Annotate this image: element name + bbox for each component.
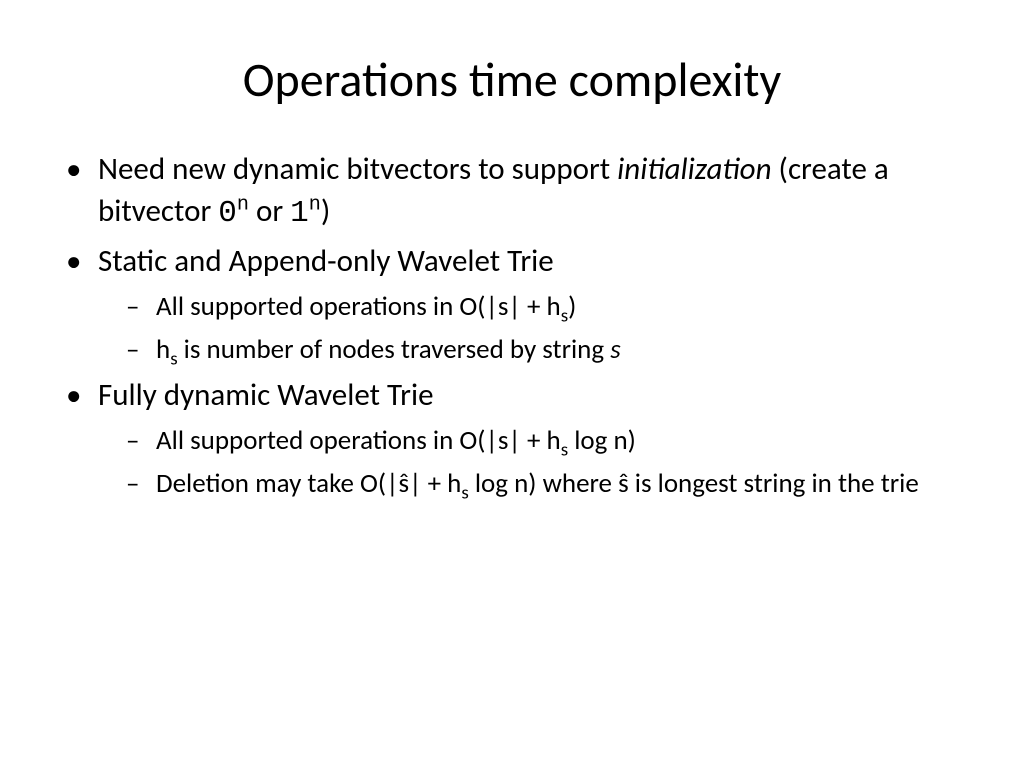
- slide-title: Operations time complexity: [60, 50, 964, 109]
- text-italic: initialization: [617, 150, 771, 188]
- text: Deletion may take O(|ŝ| + h: [156, 467, 461, 500]
- slide: Operations time complexity Need new dyna…: [0, 0, 1024, 768]
- sub-bullet-list: All supported operations in O(|s| + hs l…: [126, 421, 964, 503]
- superscript-n: n: [309, 194, 321, 217]
- text: or: [249, 192, 290, 230]
- subscript-s: s: [170, 347, 177, 370]
- sub-bullet-item: hs is number of nodes traversed by strin…: [126, 330, 964, 369]
- bullet-item-2: Static and Append-only Wavelet Trie All …: [60, 241, 964, 369]
- text: Need new dynamic bitvectors to support: [98, 150, 617, 188]
- text: All supported operations in O(|s| + h: [156, 424, 561, 457]
- superscript-n: n: [237, 194, 249, 217]
- text: log n): [568, 424, 636, 457]
- text: is number of nodes traversed by string: [178, 333, 611, 366]
- subscript-s: s: [561, 304, 568, 327]
- text: Static and Append-only Wavelet Trie: [98, 242, 554, 280]
- bullet-item-3: Fully dynamic Wavelet Trie All supported…: [60, 375, 964, 503]
- subscript-s: s: [461, 481, 468, 504]
- subscript-s: s: [561, 438, 568, 461]
- sub-bullet-item: All supported operations in O(|s| + hs): [126, 287, 964, 326]
- text: ): [321, 192, 330, 230]
- text: h: [156, 333, 170, 366]
- sub-bullet-item: All supported operations in O(|s| + hs l…: [126, 421, 964, 460]
- sub-bullet-item: Deletion may take O(|ŝ| + hs log n) wher…: [126, 464, 964, 503]
- code-one: 1: [290, 196, 309, 231]
- code-zero: 0: [218, 196, 237, 231]
- bullet-item-1: Need new dynamic bitvectors to support i…: [60, 149, 964, 235]
- text-italic: s: [610, 333, 621, 366]
- text: All supported operations in O(|s| + h: [156, 290, 561, 323]
- sub-bullet-list: All supported operations in O(|s| + hs) …: [126, 287, 964, 369]
- text: Fully dynamic Wavelet Trie: [98, 376, 434, 414]
- text: log n) where ŝ is longest string in the …: [469, 467, 919, 500]
- text: ): [568, 290, 576, 323]
- bullet-list: Need new dynamic bitvectors to support i…: [60, 149, 964, 503]
